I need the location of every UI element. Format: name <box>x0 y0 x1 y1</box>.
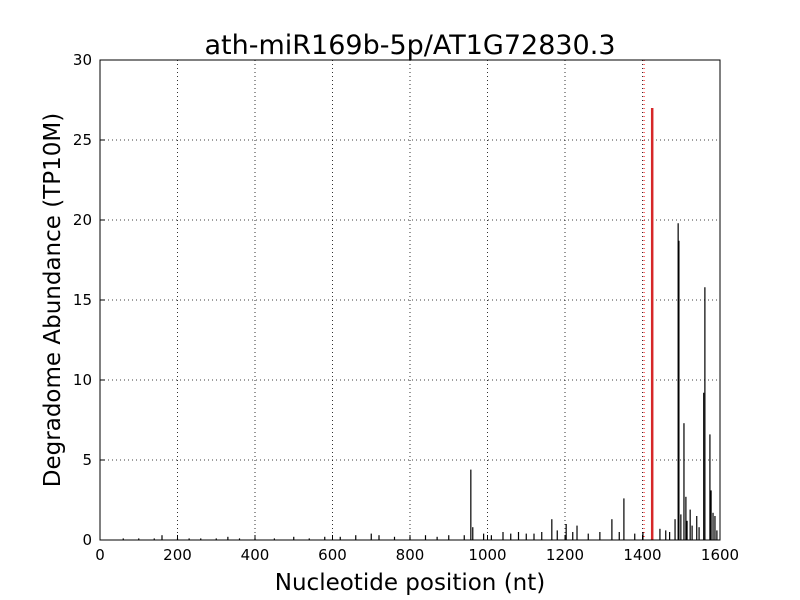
x-tick-label: 0 <box>95 546 105 564</box>
x-tick-label: 1400 <box>623 546 661 564</box>
x-tick-label: 600 <box>318 546 347 564</box>
y-axis-label: Degradome Abundance (TP10M) <box>40 113 66 487</box>
x-axis-label: Nucleotide position (nt) <box>275 570 545 596</box>
x-tick-label: 200 <box>163 546 192 564</box>
x-tick-label: 1000 <box>468 546 506 564</box>
y-tick-label: 0 <box>82 531 92 549</box>
y-tick-label: 10 <box>73 371 92 389</box>
x-tick-label: 1600 <box>701 546 739 564</box>
y-tick-label: 5 <box>82 451 92 469</box>
y-tick-label: 15 <box>73 291 92 309</box>
chart-title: ath-miR169b-5p/AT1G72830.3 <box>205 30 616 61</box>
x-tick-label: 400 <box>241 546 270 564</box>
y-tick-label: 25 <box>73 131 92 149</box>
y-tick-label: 20 <box>73 211 92 229</box>
y-tick-label: 30 <box>73 51 92 69</box>
x-tick-label: 1200 <box>546 546 584 564</box>
x-tick-label: 800 <box>396 546 425 564</box>
plot-frame <box>99 59 721 541</box>
